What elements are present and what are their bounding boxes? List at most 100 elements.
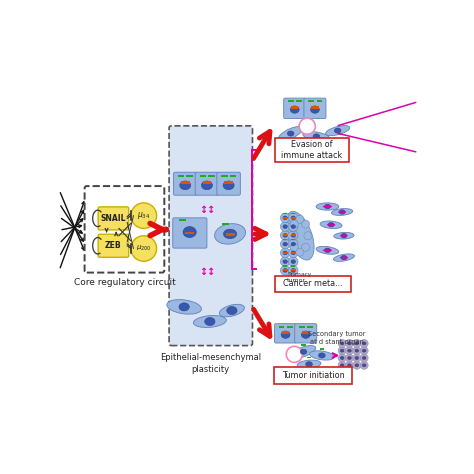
Bar <box>317 100 322 102</box>
Text: Primary
tumor: Primary tumor <box>287 272 311 283</box>
Ellipse shape <box>292 346 316 358</box>
FancyBboxPatch shape <box>173 218 207 248</box>
Bar <box>283 252 288 254</box>
Circle shape <box>281 231 290 240</box>
Circle shape <box>338 346 346 355</box>
FancyBboxPatch shape <box>84 186 164 273</box>
Ellipse shape <box>326 126 350 136</box>
Ellipse shape <box>283 269 287 272</box>
Bar <box>208 175 215 177</box>
Ellipse shape <box>287 131 294 136</box>
Ellipse shape <box>179 303 189 311</box>
Ellipse shape <box>347 356 351 359</box>
Circle shape <box>289 248 298 258</box>
Ellipse shape <box>201 181 212 190</box>
Ellipse shape <box>320 221 342 228</box>
Ellipse shape <box>355 364 359 367</box>
Circle shape <box>338 339 346 347</box>
FancyBboxPatch shape <box>295 324 317 343</box>
Ellipse shape <box>347 342 351 345</box>
Bar <box>230 175 237 177</box>
Ellipse shape <box>362 364 366 367</box>
Circle shape <box>281 239 290 249</box>
Ellipse shape <box>362 342 366 345</box>
Circle shape <box>338 361 346 369</box>
Circle shape <box>281 257 290 266</box>
Circle shape <box>338 354 346 362</box>
Bar <box>181 182 190 184</box>
Ellipse shape <box>183 227 196 237</box>
Circle shape <box>281 265 290 275</box>
Bar <box>319 348 324 350</box>
Ellipse shape <box>215 224 246 244</box>
Ellipse shape <box>291 234 295 237</box>
Ellipse shape <box>328 223 334 227</box>
FancyBboxPatch shape <box>195 172 219 195</box>
Ellipse shape <box>223 181 234 190</box>
Ellipse shape <box>223 229 237 238</box>
Text: Tumor initiation: Tumor initiation <box>282 371 344 380</box>
Ellipse shape <box>316 203 339 210</box>
FancyBboxPatch shape <box>217 172 240 195</box>
Circle shape <box>353 354 361 362</box>
Text: Cancer meta...: Cancer meta... <box>283 279 343 288</box>
Text: $\mu_{34}$: $\mu_{34}$ <box>137 210 150 221</box>
FancyBboxPatch shape <box>275 138 349 162</box>
Circle shape <box>281 248 290 258</box>
Circle shape <box>353 339 361 347</box>
Circle shape <box>360 361 368 369</box>
Bar <box>291 235 296 236</box>
Ellipse shape <box>362 349 366 352</box>
FancyBboxPatch shape <box>169 126 253 346</box>
Ellipse shape <box>340 356 344 359</box>
Ellipse shape <box>290 106 299 113</box>
Ellipse shape <box>283 225 287 228</box>
Circle shape <box>289 239 298 249</box>
Circle shape <box>360 354 368 362</box>
Text: Epithelial-mesenchymal
plasticity: Epithelial-mesenchymal plasticity <box>160 353 261 374</box>
Bar <box>283 217 288 219</box>
Bar <box>299 326 305 328</box>
Bar <box>292 239 295 240</box>
FancyBboxPatch shape <box>274 367 352 383</box>
Ellipse shape <box>227 307 237 315</box>
Bar <box>292 265 295 267</box>
FancyBboxPatch shape <box>98 207 128 230</box>
Circle shape <box>288 232 296 240</box>
Bar <box>227 233 235 236</box>
Ellipse shape <box>355 342 359 345</box>
Bar <box>283 213 287 214</box>
Ellipse shape <box>310 106 319 113</box>
Ellipse shape <box>167 300 201 314</box>
FancyBboxPatch shape <box>304 98 326 118</box>
Bar <box>296 100 302 102</box>
Ellipse shape <box>283 242 287 246</box>
Ellipse shape <box>205 318 215 326</box>
Bar <box>179 219 186 221</box>
Circle shape <box>301 243 310 251</box>
Ellipse shape <box>347 364 351 367</box>
Ellipse shape <box>340 349 344 352</box>
Bar <box>307 357 311 358</box>
Circle shape <box>289 213 298 223</box>
Circle shape <box>289 265 298 275</box>
Circle shape <box>296 248 304 256</box>
Circle shape <box>346 354 354 362</box>
Bar <box>291 217 296 219</box>
Ellipse shape <box>333 254 355 261</box>
Ellipse shape <box>297 360 321 368</box>
Bar <box>307 326 313 328</box>
Bar <box>291 252 296 254</box>
Circle shape <box>296 215 304 223</box>
Circle shape <box>290 220 298 228</box>
Ellipse shape <box>291 242 295 246</box>
Bar <box>283 239 287 240</box>
Circle shape <box>289 231 298 240</box>
Ellipse shape <box>291 260 295 264</box>
Ellipse shape <box>301 331 310 338</box>
Ellipse shape <box>355 356 359 359</box>
Circle shape <box>289 257 298 266</box>
Circle shape <box>353 346 361 355</box>
Text: Core regulatory circuit: Core regulatory circuit <box>73 278 175 287</box>
Bar <box>291 270 296 271</box>
